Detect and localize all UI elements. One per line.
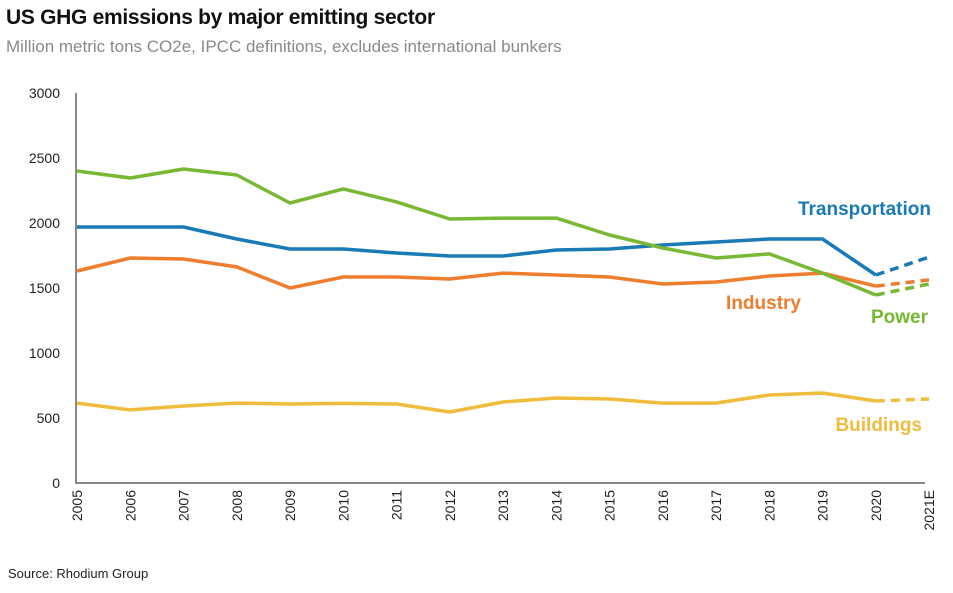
industry-line: [76, 256, 877, 290]
source-note: Source: Rhodium Group: [8, 566, 149, 581]
x-tick-label: 2018: [761, 490, 777, 521]
chart-subtitle: Million metric tons CO2e, IPCC definitio…: [6, 37, 562, 56]
buildings-label: Buildings: [835, 415, 922, 436]
industry-label: Industry: [726, 293, 801, 314]
y-tick-label: 1500: [29, 280, 60, 296]
y-tick-label: 1000: [29, 345, 60, 361]
x-tick-label: 2009: [282, 490, 298, 521]
y-tick-label: 0: [52, 475, 60, 491]
y-tick-label: 2500: [29, 150, 60, 166]
x-tick-label: 2007: [176, 490, 192, 521]
x-axis-ticks: 2005 2006 2007 2008 2009 2010 2011 2012 2013 2014…: [69, 490, 937, 531]
power-line: [76, 167, 877, 297]
y-axis-ticks: 0 500 1000 1500 2000 2500 3000: [29, 85, 60, 491]
series-lines: [76, 167, 930, 414]
x-tick-label: 2008: [229, 490, 245, 521]
industry-estimate-line: [875, 278, 930, 288]
transportation-line: [77, 225, 877, 277]
power-estimate-line: [875, 282, 930, 297]
x-tick-label: 2021E: [921, 490, 937, 530]
y-tick-label: 2000: [29, 215, 60, 231]
y-tick-label: 3000: [29, 85, 60, 101]
x-tick-label: 2006: [122, 490, 138, 521]
x-tick-label: 2012: [442, 490, 458, 521]
x-tick-label: 2019: [815, 490, 831, 521]
transportation-estimate-line: [875, 255, 930, 277]
transportation-label: Transportation: [798, 199, 931, 220]
y-tick-label: 500: [37, 410, 61, 426]
buildings-estimate-line: [875, 397, 930, 403]
power-label: Power: [871, 307, 929, 328]
x-tick-label: 2011: [389, 490, 405, 520]
x-tick-label: 2015: [602, 490, 618, 521]
x-tick-label: 2016: [655, 490, 671, 521]
chart-title: US GHG emissions by major emitting secto…: [6, 6, 435, 29]
x-tick-label: 2014: [548, 490, 564, 521]
x-tick-label: 2010: [335, 490, 351, 521]
x-tick-label: 2005: [69, 490, 85, 521]
series-labels: Transportation Industry Power Buildings: [726, 199, 931, 436]
x-tick-label: 2013: [495, 490, 511, 521]
x-tick-label: 2020: [868, 490, 884, 521]
buildings-line: [76, 391, 877, 414]
x-tick-label: 2017: [708, 490, 724, 521]
